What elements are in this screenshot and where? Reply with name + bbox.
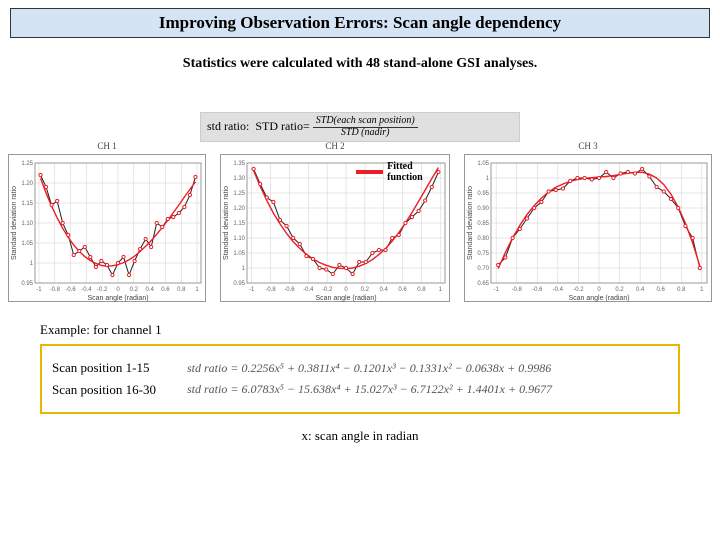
formula-label: std ratio: bbox=[207, 119, 249, 133]
svg-text:0.85: 0.85 bbox=[477, 221, 489, 227]
example-label: Example: for channel 1 bbox=[40, 322, 720, 338]
svg-text:-1: -1 bbox=[493, 287, 499, 293]
svg-text:1.30: 1.30 bbox=[233, 176, 245, 182]
svg-text:1: 1 bbox=[242, 266, 246, 272]
std-ratio-formula-box: std ratio: STD ratio= STD(each scan posi… bbox=[200, 112, 520, 142]
svg-text:1.20: 1.20 bbox=[233, 206, 245, 212]
svg-text:-0.4: -0.4 bbox=[303, 287, 314, 293]
footer-note: x: scan angle in radian bbox=[0, 428, 720, 444]
svg-text:1.15: 1.15 bbox=[21, 201, 33, 207]
legend-text: Fitted function bbox=[387, 161, 449, 183]
formula-numerator: STD(each scan position) bbox=[313, 116, 418, 128]
svg-text:0.80: 0.80 bbox=[477, 236, 489, 242]
svg-text:-0.6: -0.6 bbox=[532, 287, 543, 293]
chart-title-3: CH 3 bbox=[465, 141, 711, 151]
svg-text:0.6: 0.6 bbox=[161, 287, 170, 293]
svg-text:0.65: 0.65 bbox=[477, 281, 489, 287]
svg-text:0.8: 0.8 bbox=[177, 287, 186, 293]
chart-2: CH 20.9511.051.101.151.201.251.301.35-1-… bbox=[220, 154, 450, 302]
svg-text:Standard deviation ratio: Standard deviation ratio bbox=[11, 186, 18, 260]
equations-box: Scan position 1-15 Scan position 16-30 s… bbox=[40, 344, 680, 414]
svg-text:1.10: 1.10 bbox=[233, 236, 245, 242]
svg-text:0.70: 0.70 bbox=[477, 266, 489, 272]
svg-text:1.25: 1.25 bbox=[21, 161, 33, 167]
svg-text:1: 1 bbox=[439, 287, 443, 293]
svg-text:0.2: 0.2 bbox=[361, 287, 370, 293]
svg-text:0.2: 0.2 bbox=[130, 287, 139, 293]
svg-text:0.95: 0.95 bbox=[21, 281, 33, 287]
svg-text:1.15: 1.15 bbox=[233, 221, 245, 227]
svg-text:0.95: 0.95 bbox=[233, 281, 245, 287]
svg-text:0.4: 0.4 bbox=[145, 287, 154, 293]
svg-text:0.95: 0.95 bbox=[477, 191, 489, 197]
svg-text:1.10: 1.10 bbox=[21, 221, 33, 227]
subtitle-text: Statistics were calculated with 48 stand… bbox=[0, 56, 720, 72]
svg-text:1: 1 bbox=[486, 176, 490, 182]
svg-text:1.05: 1.05 bbox=[21, 241, 33, 247]
eq-row1-label: Scan position 1-15 bbox=[52, 360, 187, 376]
svg-text:1.05: 1.05 bbox=[233, 251, 245, 257]
svg-text:0.75: 0.75 bbox=[477, 251, 489, 257]
chart-1: CH 10.9511.051.101.151.201.25-1-0.8-0.6-… bbox=[8, 154, 206, 302]
svg-text:0: 0 bbox=[344, 287, 348, 293]
fitted-function-legend: Fitted function bbox=[356, 161, 449, 183]
charts-row: CH 10.9511.051.101.151.201.25-1-0.8-0.6-… bbox=[8, 154, 712, 302]
svg-text:-0.6: -0.6 bbox=[284, 287, 295, 293]
svg-text:-0.8: -0.8 bbox=[50, 287, 61, 293]
svg-text:-0.8: -0.8 bbox=[265, 287, 276, 293]
chart-title-1: CH 1 bbox=[9, 141, 205, 151]
chart-3: CH 30.650.700.750.800.850.900.9511.05-1-… bbox=[464, 154, 712, 302]
svg-text:-1: -1 bbox=[36, 287, 42, 293]
svg-text:1.25: 1.25 bbox=[233, 191, 245, 197]
formula-lhs: STD ratio= bbox=[255, 119, 309, 133]
svg-text:1.35: 1.35 bbox=[233, 161, 245, 167]
svg-text:1: 1 bbox=[195, 287, 199, 293]
svg-text:Standard deviation ratio: Standard deviation ratio bbox=[467, 186, 474, 260]
svg-text:1.20: 1.20 bbox=[21, 181, 33, 187]
chart-title-2: CH 2 bbox=[221, 141, 449, 151]
svg-text:1: 1 bbox=[30, 261, 34, 267]
svg-text:Scan angle (radian): Scan angle (radian) bbox=[87, 295, 148, 302]
page-title: Improving Observation Errors: Scan angle… bbox=[10, 8, 710, 38]
svg-text:0.8: 0.8 bbox=[677, 287, 686, 293]
svg-text:-0.6: -0.6 bbox=[65, 287, 76, 293]
svg-text:0: 0 bbox=[597, 287, 601, 293]
legend-swatch bbox=[356, 170, 383, 174]
svg-text:0.2: 0.2 bbox=[615, 287, 624, 293]
svg-text:1.05: 1.05 bbox=[477, 161, 489, 167]
svg-text:0.6: 0.6 bbox=[398, 287, 407, 293]
svg-text:0.6: 0.6 bbox=[657, 287, 666, 293]
svg-text:Scan angle (radian): Scan angle (radian) bbox=[315, 295, 376, 302]
svg-text:-0.4: -0.4 bbox=[553, 287, 564, 293]
svg-text:1: 1 bbox=[700, 287, 704, 293]
svg-text:0.8: 0.8 bbox=[417, 287, 426, 293]
svg-text:0.90: 0.90 bbox=[477, 206, 489, 212]
svg-text:0: 0 bbox=[116, 287, 120, 293]
svg-text:-0.2: -0.2 bbox=[97, 287, 108, 293]
svg-text:0.4: 0.4 bbox=[380, 287, 389, 293]
svg-text:-0.2: -0.2 bbox=[322, 287, 333, 293]
svg-text:Scan angle (radian): Scan angle (radian) bbox=[568, 295, 629, 302]
eq-row2-formula: std ratio = 6.0783x⁵ − 15.638x⁴ + 15.027… bbox=[187, 382, 668, 397]
svg-text:0.4: 0.4 bbox=[636, 287, 645, 293]
svg-text:-0.4: -0.4 bbox=[81, 287, 92, 293]
svg-text:-0.2: -0.2 bbox=[573, 287, 584, 293]
eq-row2-label: Scan position 16-30 bbox=[52, 382, 187, 398]
formula-denominator: STD (nadir) bbox=[313, 128, 418, 139]
eq-row1-formula: std ratio = 0.2256x⁵ + 0.3811x⁴ − 0.1201… bbox=[187, 361, 668, 376]
svg-text:-0.8: -0.8 bbox=[512, 287, 523, 293]
svg-text:Standard deviation ratio: Standard deviation ratio bbox=[223, 186, 230, 260]
svg-text:-1: -1 bbox=[249, 287, 255, 293]
